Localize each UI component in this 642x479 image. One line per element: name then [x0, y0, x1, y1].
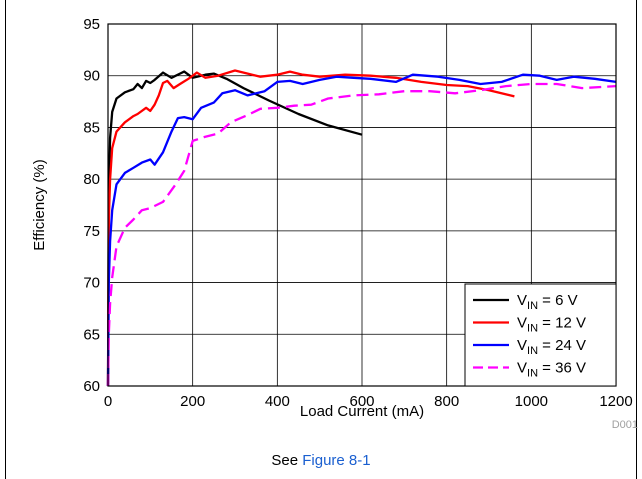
y-tick-label: 80	[83, 171, 100, 188]
x-tick-label: 1000	[515, 393, 548, 410]
y-axis-label: Efficiency (%)	[31, 159, 48, 250]
tick-labels: 0 200 400 600 800 1000 1200 60 65 70 75 80 85 90 95	[83, 16, 632, 410]
y-tick-label: 75	[83, 223, 100, 240]
x-tick-label: 600	[349, 393, 374, 410]
series-line	[106, 69, 515, 387]
x-tick-label: 800	[434, 393, 459, 410]
y-tick-label: 65	[83, 326, 100, 343]
legend-label: VIN = 36 V	[517, 360, 586, 380]
figure-caption: See Figure 8-1	[0, 452, 642, 469]
y-tick-label: 60	[83, 378, 100, 395]
y-tick-label: 85	[83, 119, 100, 136]
figure-link[interactable]: Figure 8-1	[302, 452, 371, 469]
legend-label: VIN = 24 V	[517, 337, 586, 357]
caption-prefix: See	[271, 452, 303, 469]
series-line	[106, 73, 617, 387]
legend-label: VIN = 6 V	[517, 292, 578, 312]
y-tick-label: 95	[83, 16, 100, 33]
legend-label: VIN = 12 V	[517, 315, 586, 335]
x-tick-label: 400	[265, 393, 290, 410]
y-tick-label: 90	[83, 68, 100, 85]
x-tick-label: 1200	[599, 393, 632, 410]
series-line	[106, 82, 617, 387]
y-tick-label: 70	[83, 275, 100, 292]
figure-frame	[5, 0, 637, 479]
figure-id: D001	[612, 419, 638, 431]
plot-border	[107, 23, 617, 387]
series-layer	[106, 69, 617, 387]
series-line	[106, 70, 363, 387]
x-axis-label: Load Current (mA)	[300, 403, 424, 420]
x-tick-label: 200	[180, 393, 205, 410]
x-tick-label: 0	[104, 393, 112, 410]
